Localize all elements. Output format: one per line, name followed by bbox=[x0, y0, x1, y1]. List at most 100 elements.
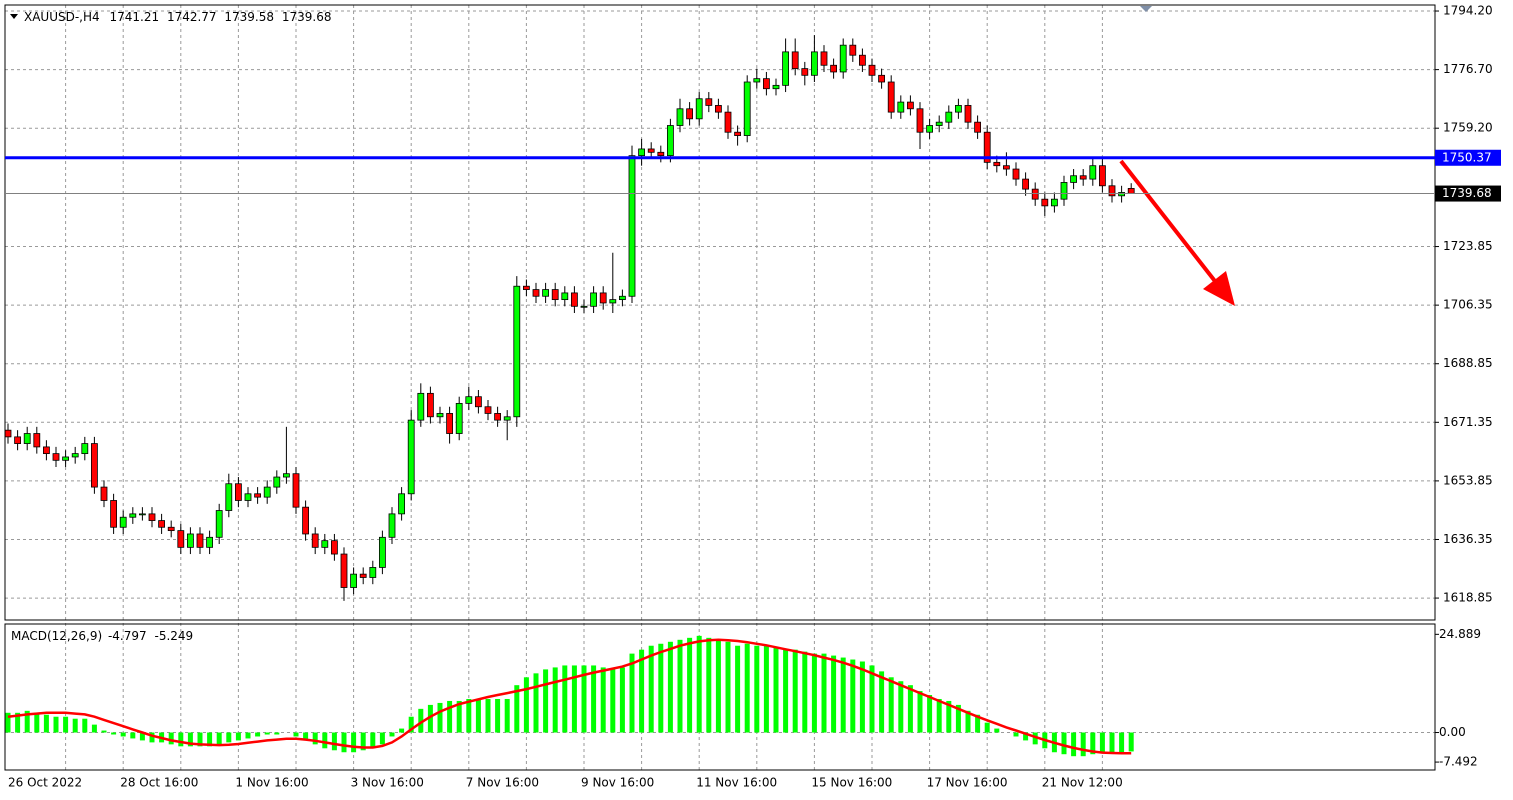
candle-body bbox=[782, 51, 789, 86]
candle-body bbox=[398, 493, 406, 515]
macd-bar bbox=[149, 732, 155, 743]
y-tick-label: 1759.20 bbox=[1443, 121, 1493, 135]
macd-frame bbox=[4, 623, 1436, 771]
candle-body bbox=[791, 51, 799, 70]
macd-bar bbox=[840, 657, 846, 733]
macd-bar bbox=[677, 639, 683, 733]
x-tick-label: 26 Oct 2022 bbox=[8, 776, 82, 790]
macd-bar bbox=[264, 732, 270, 735]
macd-bar bbox=[715, 639, 721, 733]
candle-body bbox=[167, 526, 175, 532]
macd-bar bbox=[255, 732, 261, 737]
candle-body bbox=[71, 453, 79, 458]
candle-body bbox=[33, 433, 41, 448]
macd-bar bbox=[504, 698, 510, 733]
macd-bar bbox=[571, 665, 577, 733]
candle-body bbox=[580, 305, 588, 308]
macd-bar bbox=[34, 712, 40, 733]
candle-body bbox=[763, 78, 770, 90]
candle-body bbox=[619, 295, 626, 301]
macd-bar bbox=[24, 710, 30, 733]
macd-bar bbox=[600, 667, 606, 733]
candle-body bbox=[561, 292, 569, 301]
candle-body bbox=[23, 433, 31, 444]
candle-body bbox=[1099, 165, 1106, 187]
candle-body bbox=[695, 98, 703, 120]
x-tick-label: 21 Nov 12:00 bbox=[1042, 776, 1123, 790]
open-value: 1741.21 bbox=[109, 10, 159, 24]
candle-body bbox=[436, 413, 444, 418]
candle-body bbox=[830, 64, 837, 73]
macd-bar bbox=[91, 724, 97, 733]
macd-bar bbox=[331, 732, 337, 751]
candle-body bbox=[811, 51, 818, 76]
candle-body bbox=[532, 289, 540, 297]
candle-body bbox=[148, 513, 156, 521]
candle-body bbox=[340, 553, 348, 588]
candle-body bbox=[964, 105, 972, 123]
candle-body bbox=[407, 419, 415, 495]
chart-title: XAUUSD-,H4 bbox=[24, 10, 100, 24]
candle-body bbox=[91, 443, 98, 488]
candle-body bbox=[388, 513, 396, 538]
macd-bar bbox=[120, 732, 126, 737]
signal-value: -5.249 bbox=[154, 629, 193, 643]
candle-body bbox=[743, 81, 751, 136]
candle-body bbox=[1003, 165, 1010, 170]
macd-bar bbox=[811, 653, 817, 733]
macd-bar bbox=[821, 653, 827, 733]
macd-bar bbox=[207, 732, 213, 747]
candle-body bbox=[839, 44, 847, 73]
y-tick-label: 1688.85 bbox=[1443, 356, 1493, 370]
candle-body bbox=[551, 289, 559, 301]
candle-body bbox=[523, 285, 530, 290]
x-tick-label: 3 Nov 16:00 bbox=[351, 776, 424, 790]
macd-bar bbox=[245, 732, 251, 739]
macd-bar bbox=[43, 714, 49, 733]
candle-body bbox=[196, 533, 204, 548]
macd-bar bbox=[696, 635, 702, 733]
macd-bar bbox=[658, 643, 664, 733]
candle-body bbox=[897, 101, 905, 113]
macd-bar bbox=[610, 669, 616, 733]
y-tick-label: 1706.35 bbox=[1443, 298, 1493, 312]
macd-bar bbox=[111, 732, 117, 735]
candle-body bbox=[609, 299, 617, 304]
main-frame bbox=[4, 4, 1436, 621]
macd-bar bbox=[360, 732, 366, 751]
macd-bar bbox=[1090, 732, 1096, 755]
macd-bar bbox=[706, 637, 712, 733]
macd-bar bbox=[399, 728, 405, 733]
candle-body bbox=[676, 108, 684, 126]
candle-body bbox=[1022, 178, 1029, 190]
macd-bar bbox=[975, 714, 981, 733]
macd-bar bbox=[322, 732, 328, 749]
x-tick-label: 7 Nov 16:00 bbox=[466, 776, 539, 790]
candle-body bbox=[907, 101, 914, 110]
macd-bar bbox=[1109, 732, 1115, 753]
candle-body bbox=[417, 392, 425, 421]
macd-title: MACD(12,26,9) bbox=[11, 629, 102, 643]
candle-body bbox=[667, 125, 674, 157]
candle-body bbox=[513, 285, 521, 418]
candle-body bbox=[292, 473, 300, 508]
y-tick-label: 24.889 bbox=[1439, 627, 1481, 641]
macd-bar bbox=[274, 732, 280, 735]
macd-bar bbox=[773, 647, 779, 733]
macd-bar bbox=[965, 710, 971, 733]
candle-body bbox=[945, 111, 953, 123]
candle-body bbox=[465, 396, 473, 404]
x-tick-label: 9 Nov 16:00 bbox=[581, 776, 654, 790]
trend-arrow-head bbox=[1203, 271, 1235, 306]
price-tag bbox=[1435, 149, 1501, 166]
macd-bar bbox=[101, 730, 107, 733]
macd-bar bbox=[379, 732, 385, 745]
price-tag-label: 1750.37 bbox=[1442, 150, 1492, 164]
macd-bar bbox=[955, 704, 961, 733]
macd-bar bbox=[226, 732, 232, 743]
candle-body bbox=[628, 155, 636, 297]
macd-bar bbox=[591, 665, 597, 733]
macd-bar bbox=[725, 641, 731, 733]
menu-arrow[interactable] bbox=[10, 14, 18, 19]
